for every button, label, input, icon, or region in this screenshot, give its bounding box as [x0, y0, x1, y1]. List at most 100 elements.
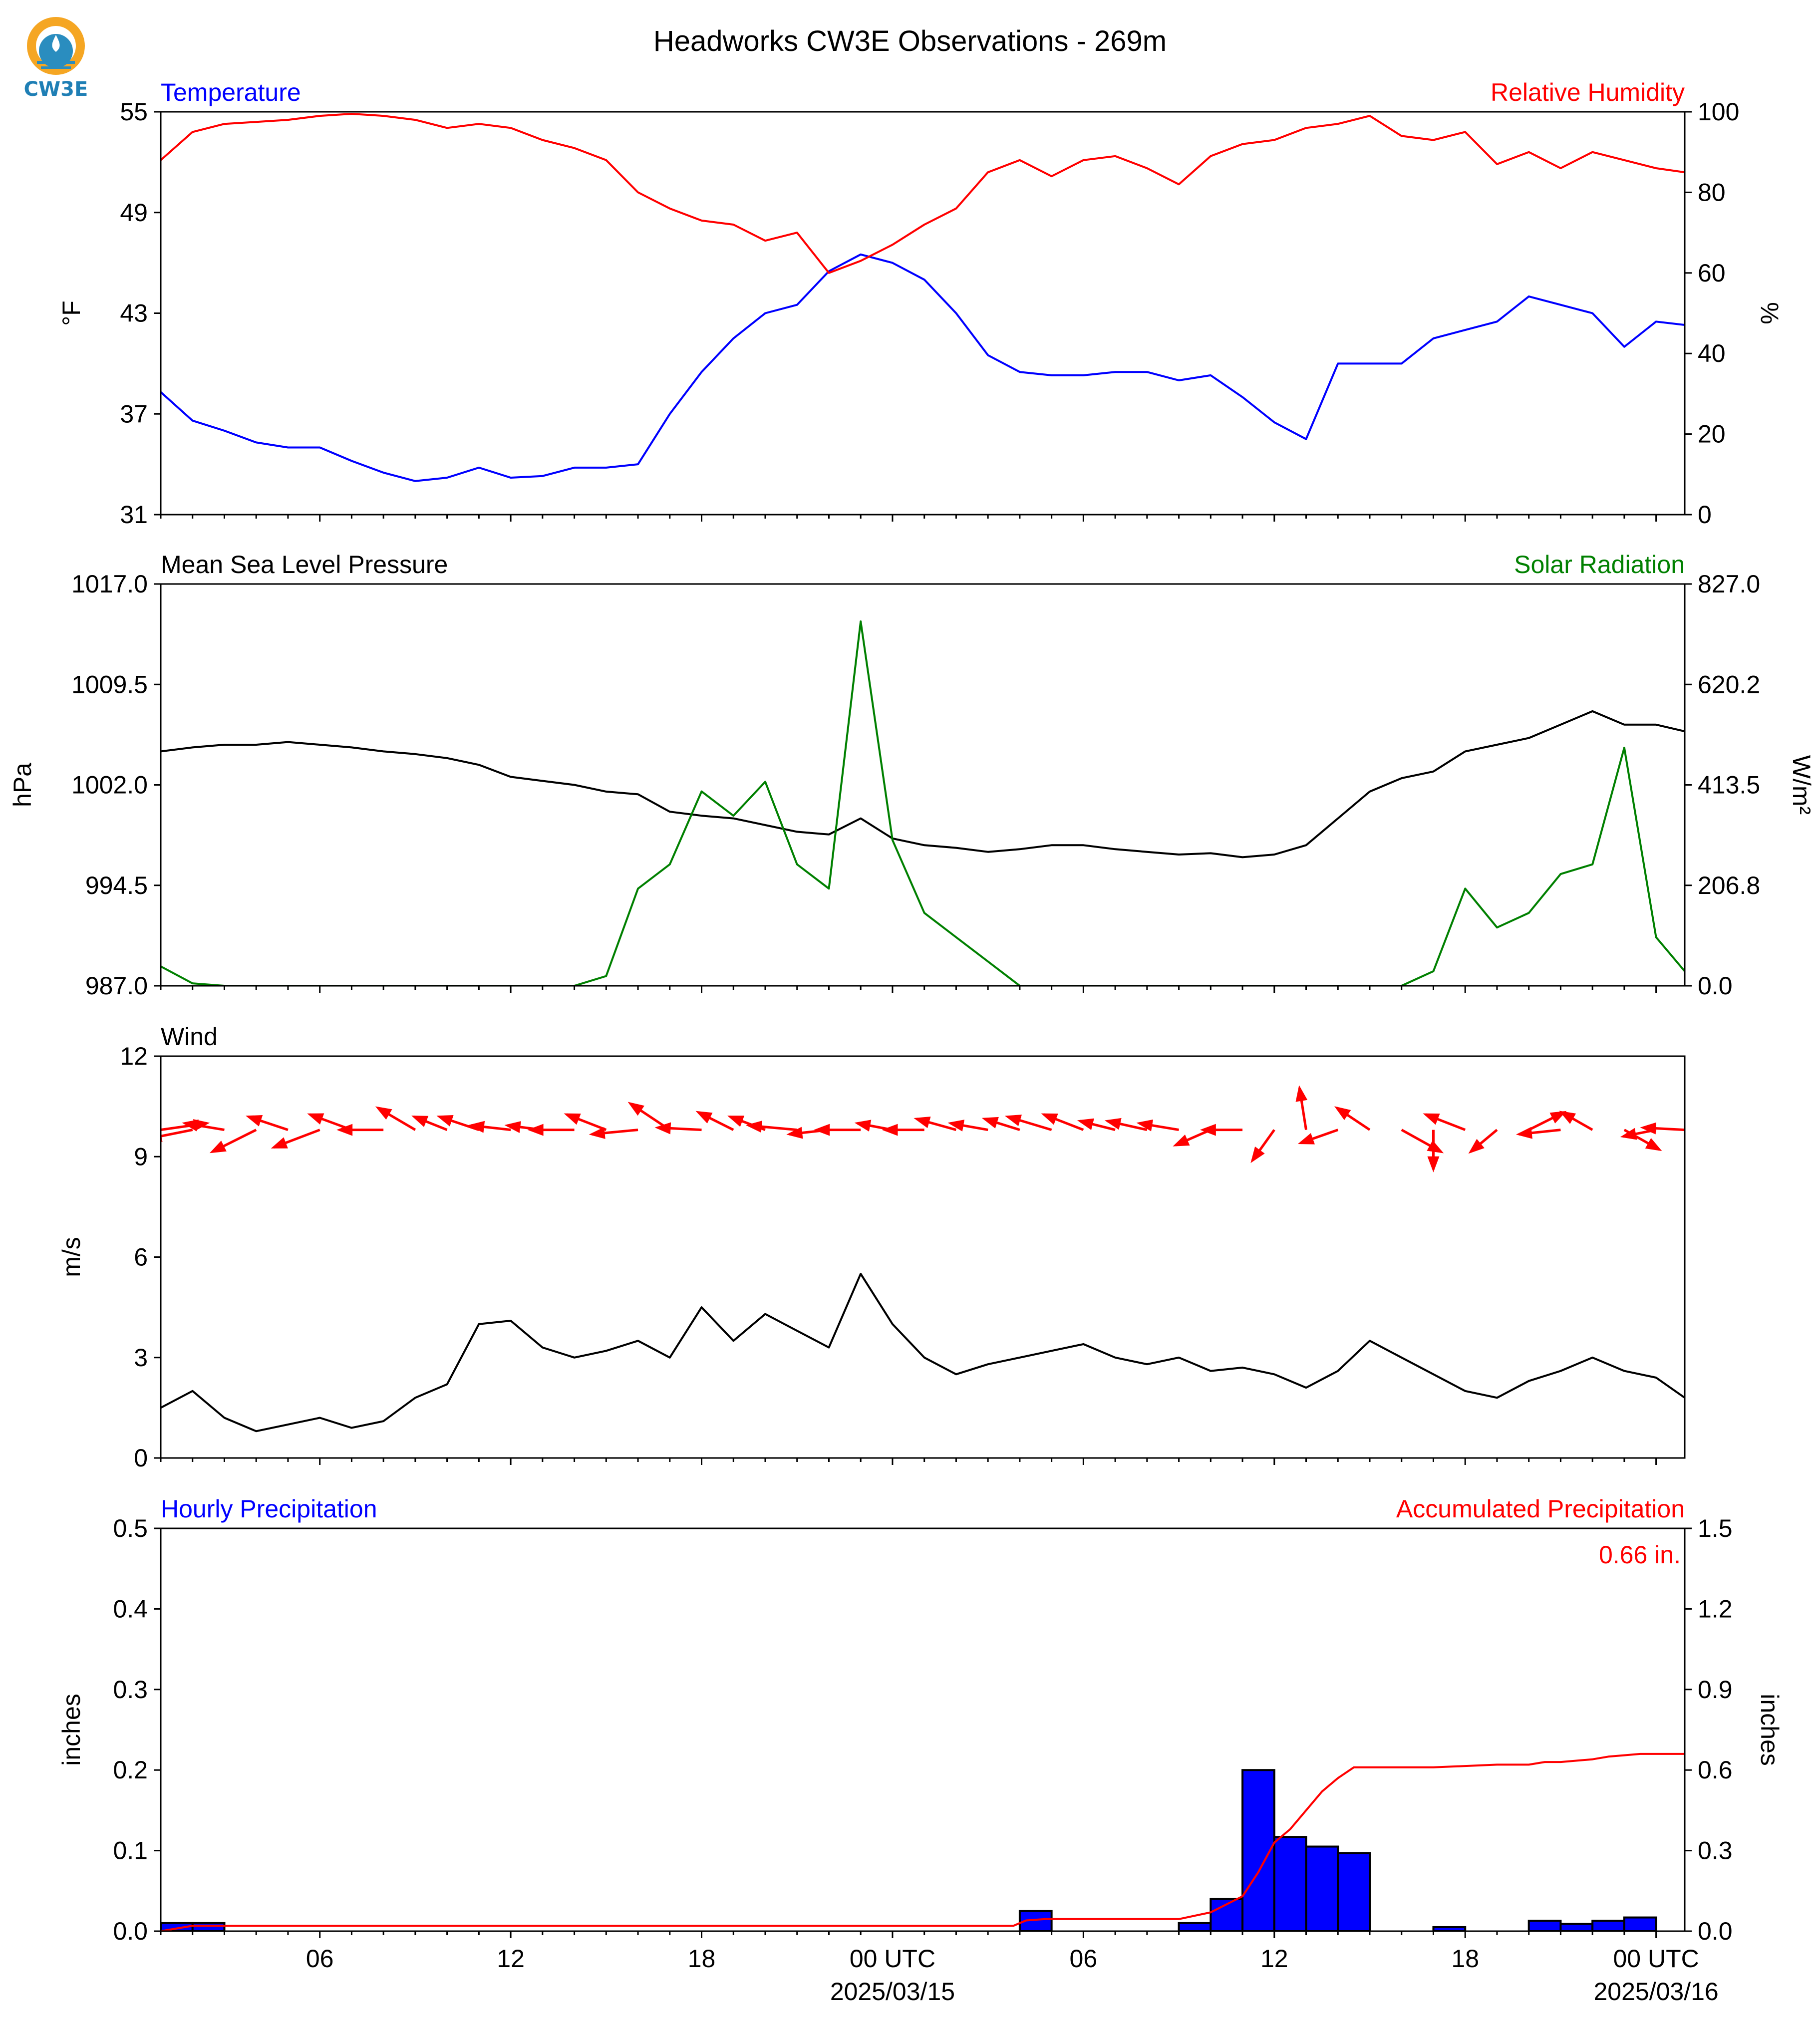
accumulated-total-label: 0.66 in. [1599, 1541, 1681, 1569]
wind-arrow [981, 1117, 1020, 1131]
precip-bar [1527, 1920, 1562, 1931]
wind-arrow [695, 1111, 734, 1131]
wind-arrow-head [786, 1127, 803, 1139]
x-date-label: 2025/03/15 [830, 1978, 955, 2006]
y-tick-label: 31 [120, 501, 148, 529]
wind-arrow [436, 1115, 480, 1131]
plot-frame [160, 583, 1686, 987]
accumulated-line [161, 1752, 1685, 1931]
y-tick-label: 1009.5 [71, 670, 148, 698]
wind-arrow-head [1516, 1127, 1532, 1139]
wind-arrow-head [1334, 1106, 1351, 1120]
wind-arrow [246, 1115, 289, 1131]
wind-arrow [882, 1124, 924, 1136]
wind-arrow-head [375, 1106, 392, 1120]
wind-arrow-head [1427, 1140, 1444, 1154]
wind-arrow [1041, 1113, 1084, 1131]
wind-arrow-head [913, 1116, 931, 1129]
y-tick-label: 43 [120, 299, 148, 327]
wind-arrow-head [814, 1124, 830, 1136]
wind-arrow [564, 1113, 607, 1131]
precip-bar [191, 1922, 226, 1931]
y-tick-label: 0.0 [113, 1917, 148, 1945]
y2-tick-label: 0.6 [1698, 1756, 1733, 1784]
y2-tick-label: 0.3 [1698, 1837, 1733, 1865]
series-line-1 [161, 253, 1685, 482]
wind-arrow [947, 1120, 988, 1132]
wind-arrow [1297, 1129, 1339, 1145]
wind-arrow-head [1645, 1138, 1662, 1152]
plot-frame [160, 1527, 1686, 1932]
y-tick-label: 3 [134, 1344, 148, 1372]
wind-arrow-head [271, 1137, 288, 1149]
series-line-1 [161, 710, 1685, 859]
wind-arrow-head [1041, 1113, 1058, 1125]
wind-arrow-head [411, 1115, 429, 1127]
precip-bar [1337, 1852, 1371, 1931]
plot-area [161, 113, 1685, 482]
wind-arrow-head [209, 1141, 227, 1154]
wind-arrow-head [1004, 1115, 1022, 1127]
wind-arrow [589, 1127, 638, 1139]
y2-tick-label: 20 [1698, 420, 1726, 448]
logo-text: CW3E [24, 78, 88, 101]
wind-arrow-head [307, 1113, 324, 1125]
wind-arrow [1427, 1130, 1440, 1172]
panel-left-title: Mean Sea Level Pressure [161, 551, 448, 579]
wind-arrow-head [182, 1119, 199, 1132]
wind-arrow-head [1200, 1124, 1216, 1136]
panel-right-title: Accumulated Precipitation [1396, 1495, 1685, 1523]
wind-arrow-head [627, 1102, 644, 1116]
wind-arrow [1640, 1122, 1685, 1135]
wind-arrow-head [882, 1124, 898, 1136]
wind-arrow [527, 1124, 575, 1136]
plot-area [161, 620, 1685, 986]
panel-4: Hourly Precipitation Accumulated Precipit… [57, 1495, 1784, 2006]
plot-area [161, 1752, 1685, 1931]
wind-arrow [161, 1129, 193, 1142]
wind-arrow [1516, 1127, 1561, 1139]
y-tick-label: 12 [120, 1042, 148, 1070]
precip-bar [1591, 1920, 1625, 1931]
y2-tick-label: 0.9 [1698, 1676, 1733, 1704]
wind-arrow [375, 1106, 416, 1131]
plot-area [161, 1085, 1685, 1433]
x-tick-label: 12 [497, 1945, 525, 1973]
y-tick-label: 0.5 [113, 1514, 148, 1542]
wind-arrow [1104, 1118, 1148, 1132]
wind-arrow [1423, 1113, 1466, 1131]
y-tick-label: 1002.0 [71, 771, 148, 799]
panel-3: Wind 0 3 6 9 12 m/s [57, 1023, 1686, 1472]
wind-arrow [654, 1122, 702, 1135]
wind-arrow-head [654, 1122, 671, 1135]
wind-arrow-head [1468, 1139, 1485, 1154]
panel-left-title: Hourly Precipitation [161, 1495, 377, 1523]
wind-arrow [745, 1121, 797, 1133]
wind-arrow-head [589, 1127, 606, 1139]
wind-arrow-head [1640, 1122, 1656, 1135]
wind-arrow-head [1427, 1156, 1440, 1172]
y-tick-label: 55 [120, 98, 148, 126]
y2-tick-label: 0.0 [1698, 1917, 1733, 1945]
plot-frame [160, 1055, 1686, 1459]
series-line-1 [161, 1273, 1685, 1433]
y2-tick-label: 1.5 [1698, 1514, 1733, 1542]
panel-2: Mean Sea Level Pressure Solar Radiation 98… [8, 551, 1816, 1000]
wind-arrow [411, 1115, 448, 1131]
precip-bar [1178, 1922, 1212, 1931]
logo-drop-icon [52, 35, 60, 52]
y-tick-label: 9 [134, 1143, 148, 1170]
wind-arrow [468, 1121, 511, 1133]
y-axis-label: inches [57, 1694, 85, 1766]
wind-arrow-head [1250, 1147, 1265, 1163]
y2-tick-label: 80 [1698, 178, 1726, 206]
y2-tick-label: 1.2 [1698, 1595, 1733, 1623]
wind-arrow-head [745, 1121, 762, 1133]
y2-tick-label: 0.0 [1698, 972, 1733, 1000]
y-tick-label: 0.4 [113, 1595, 148, 1623]
precip-bar [1305, 1845, 1339, 1931]
y-tick-label: 49 [120, 199, 148, 227]
y-tick-label: 0.3 [113, 1676, 148, 1704]
x-tick-label: 00 UTC [850, 1945, 935, 1973]
